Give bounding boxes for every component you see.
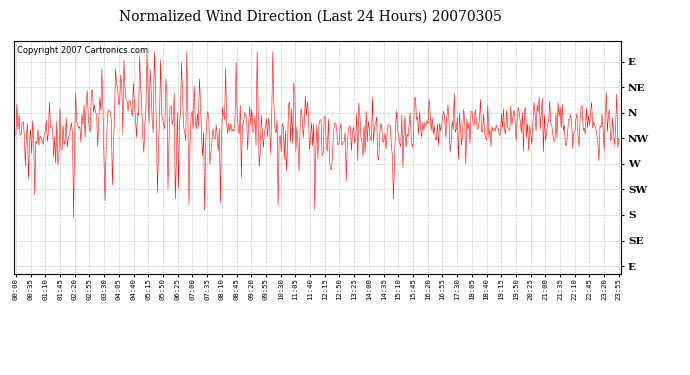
Text: Normalized Wind Direction (Last 24 Hours) 20070305: Normalized Wind Direction (Last 24 Hours…	[119, 9, 502, 23]
Text: Copyright 2007 Cartronics.com: Copyright 2007 Cartronics.com	[17, 46, 148, 55]
